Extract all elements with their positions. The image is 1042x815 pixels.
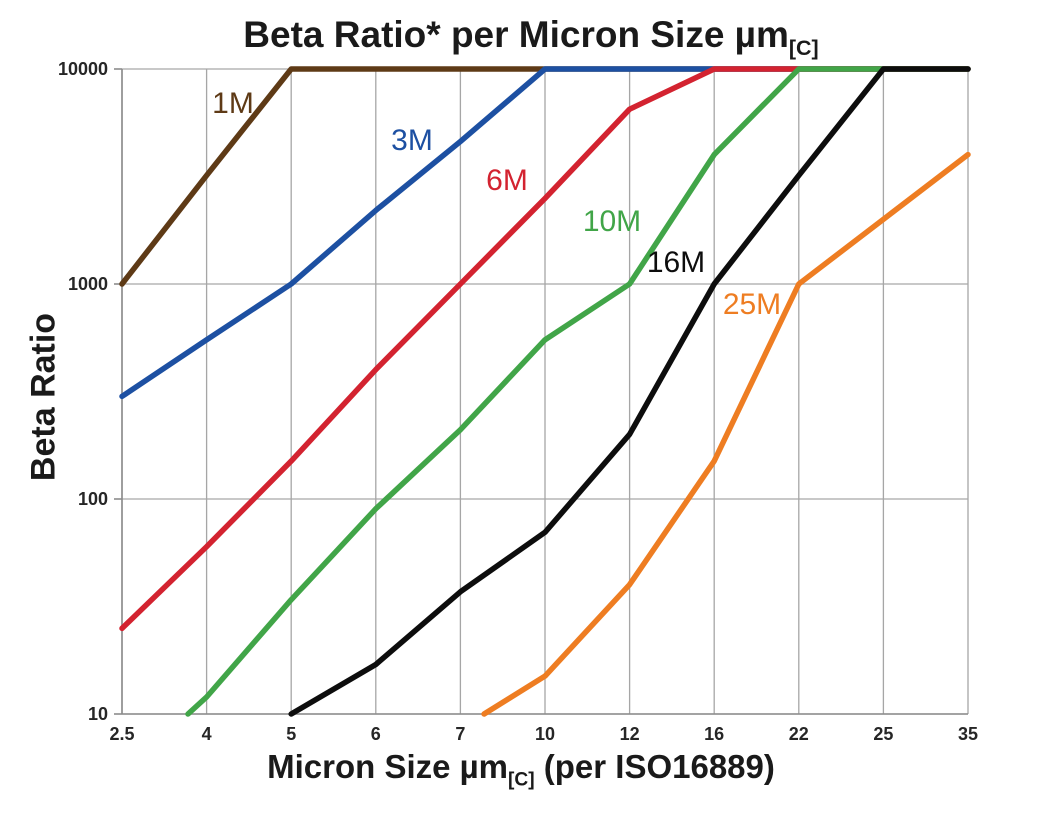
x-tick-label: 22	[789, 724, 809, 744]
x-axis-title-subscript: [C]	[508, 769, 535, 791]
y-tick-label: 10	[88, 704, 108, 724]
x-tick-label: 6	[371, 724, 381, 744]
x-tick-label: 10	[535, 724, 555, 744]
x-axis-title: Micron Size µm[C] (per ISO16889)	[0, 748, 1042, 791]
x-tick-label: 12	[620, 724, 640, 744]
series-label-16M: 16M	[647, 246, 705, 279]
chart-title-text: Beta Ratio* per Micron Size µm	[243, 14, 789, 55]
y-tick-label: 100	[78, 489, 108, 509]
y-tick-label: 10000	[58, 59, 108, 79]
x-tick-label: 16	[704, 724, 724, 744]
series-line-25M	[481, 151, 971, 717]
x-tick-label: 2.5	[109, 724, 134, 744]
series-label-25M: 25M	[723, 288, 781, 321]
chart-title: Beta Ratio* per Micron Size µm[C]	[10, 14, 1042, 61]
x-tick-label: 4	[202, 724, 212, 744]
x-tick-label: 25	[873, 724, 893, 744]
x-tick-label: 5	[286, 724, 296, 744]
x-axis-title-text: Micron Size µm	[267, 748, 509, 785]
series-label-10M: 10M	[583, 205, 641, 238]
x-tick-label: 35	[958, 724, 978, 744]
x-tick-label: 7	[455, 724, 465, 744]
series-label-1M: 1M	[212, 87, 254, 120]
y-axis-title: Beta Ratio	[24, 312, 63, 482]
series-line-10M	[185, 66, 971, 717]
series-label-3M: 3M	[391, 124, 433, 157]
series-line-16M	[288, 66, 971, 717]
chart-title-subscript: [C]	[788, 36, 819, 61]
y-tick-label: 1000	[68, 274, 108, 294]
x-axis-title-suffix: (per ISO16889)	[534, 748, 775, 785]
series-label-6M: 6M	[486, 164, 528, 197]
